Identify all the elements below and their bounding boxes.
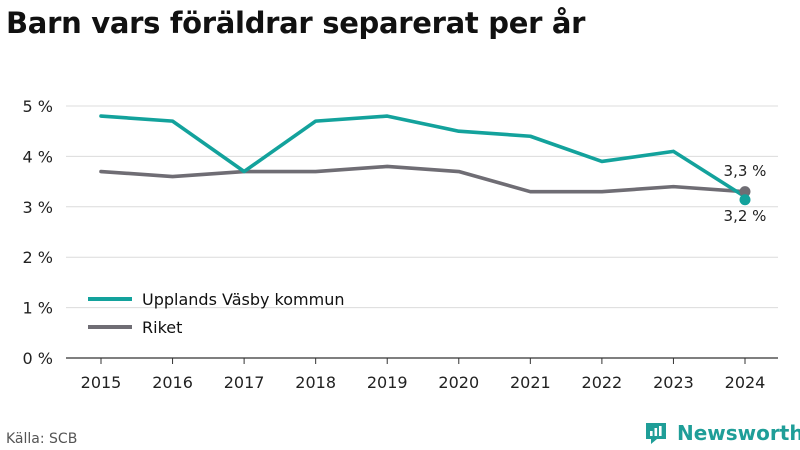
x-tick-label: 2015 <box>81 373 122 392</box>
y-tick-label: 1 % <box>23 299 53 318</box>
data-label-riket-2024: 3,3 % <box>724 162 767 180</box>
line-chart: 0 %1 %2 %3 %4 %5 % 2015 2016 2017 2018 2019 2… <box>23 97 778 392</box>
chart-title: Barn vars föräldrar separerat per år <box>6 6 586 40</box>
gridlines <box>66 105 778 359</box>
series-end-point-0 <box>739 194 751 206</box>
brand: Newsworthy <box>643 420 800 446</box>
legend-label-0: Upplands Väsby kommun <box>142 290 344 309</box>
y-tick-label: 0 % <box>23 349 53 368</box>
y-tick-label: 3 % <box>23 198 53 217</box>
y-tick-label: 5 % <box>23 97 53 116</box>
x-tick-label: 2017 <box>224 373 265 392</box>
x-tick-label: 2021 <box>510 373 551 392</box>
y-tick-label: 2 % <box>23 248 53 267</box>
brand-name: Newsworthy <box>677 421 800 445</box>
x-tick-label: 2023 <box>653 373 694 392</box>
series-line-1 <box>99 164 747 194</box>
x-tick-label: 2024 <box>725 373 766 392</box>
y-axis-ticks: 0 % 1 % 2 % 3 % 4 % 5 % <box>23 97 53 368</box>
x-tick-label: 2020 <box>438 373 479 392</box>
x-tick-label: 2016 <box>152 373 193 392</box>
source-note: Källa: SCB <box>6 431 78 447</box>
legend: Upplands Väsby kommun Riket <box>88 290 344 337</box>
x-tick-label: 2019 <box>367 373 408 392</box>
legend-label-1: Riket <box>142 318 182 337</box>
x-tick-label: 2022 <box>582 373 623 392</box>
x-tick-label: 2018 <box>295 373 336 392</box>
series-end-point-1 <box>739 186 751 198</box>
series-line-0 <box>99 114 747 199</box>
x-axis: 2015 2016 2017 2018 2019 2020 2021 2022 2023 2024 <box>81 358 766 392</box>
data-label-upplands-vasby-2024: 3,2 % <box>724 207 767 225</box>
newsworthy-logo-icon <box>646 423 666 444</box>
data-labels: 3,3 % 3,2 % <box>724 162 767 225</box>
series-lines <box>99 114 751 206</box>
y-tick-label: 4 % <box>23 147 53 166</box>
